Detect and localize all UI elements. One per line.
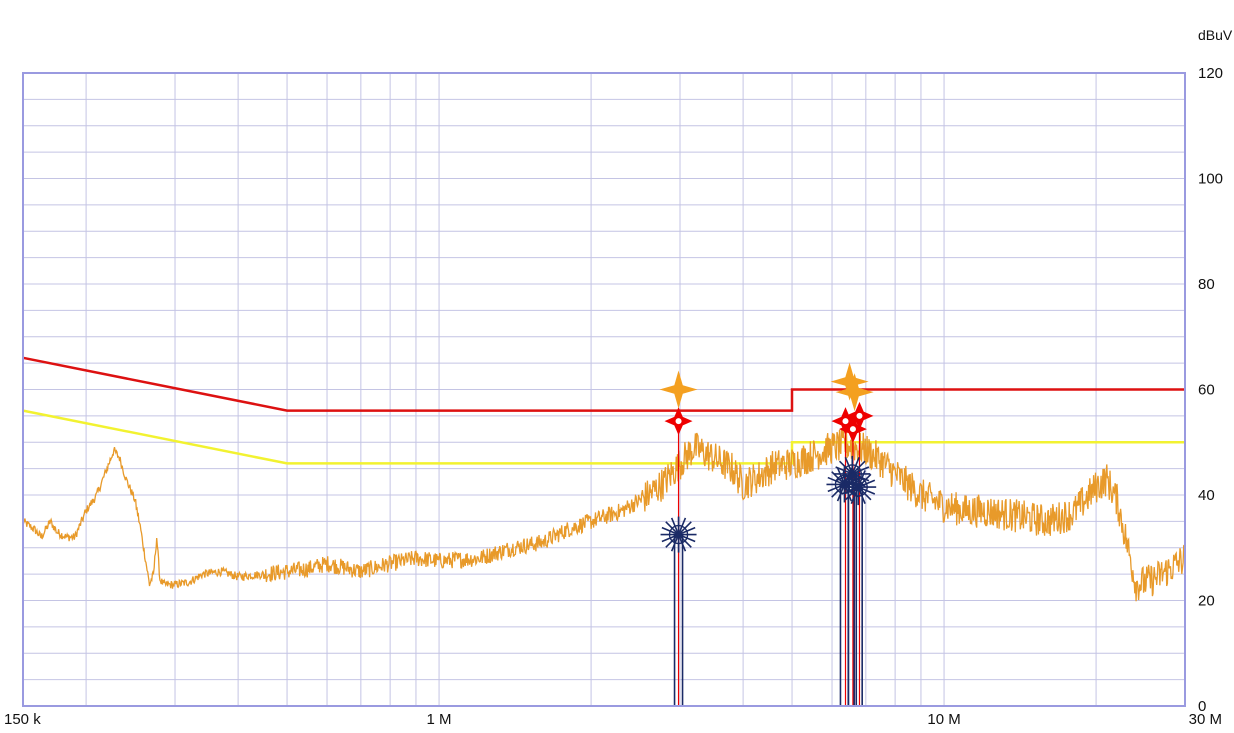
avg-marker-ring (848, 477, 868, 497)
qp-marker-center (675, 418, 682, 425)
y-tick-labels: 0 20 40 60 80 100 120 (1198, 65, 1223, 715)
avg-limit-line (22, 409, 1185, 465)
avg-marker-ray (661, 526, 696, 543)
avg-marker (840, 469, 877, 506)
x-tick-label: 10 M (927, 711, 960, 728)
x-tick-label: 30 M (1189, 711, 1222, 728)
avg-marker-ray (841, 479, 876, 495)
avg-marker (660, 516, 697, 553)
qp-limit-line (22, 356, 1185, 412)
y-tick-label: 60 (1198, 382, 1215, 399)
x-tick-label: 1 M (427, 711, 452, 728)
plot-frame (22, 72, 1186, 707)
measurement-trace (22, 427, 1186, 602)
y-unit-label: dBuV (1198, 27, 1233, 43)
y-tick-label: 120 (1198, 65, 1223, 82)
x-tick-labels: 150 k 1 M 10 M 30 M (4, 711, 1222, 728)
qp-marker-center (842, 418, 849, 425)
peak-marker (830, 362, 869, 401)
y-tick-label: 80 (1198, 276, 1215, 293)
y-tick-label: 40 (1198, 487, 1215, 504)
peak-marker (659, 370, 698, 409)
qp-marker-center (856, 412, 863, 419)
qp-marker-center (849, 426, 856, 433)
avg-marker-ring (842, 464, 862, 484)
y-tick-label: 100 (1198, 171, 1223, 188)
avg-marker-ring (668, 524, 689, 545)
x-tick-label: 150 k (4, 711, 41, 728)
limit-lines (22, 356, 1185, 465)
peak-marker (835, 373, 874, 412)
y-tick-label: 0 (1198, 698, 1206, 715)
peak-trace-line (22, 427, 1186, 602)
y-tick-label: 20 (1198, 593, 1215, 610)
grid (23, 73, 1185, 706)
markers (659, 362, 877, 553)
